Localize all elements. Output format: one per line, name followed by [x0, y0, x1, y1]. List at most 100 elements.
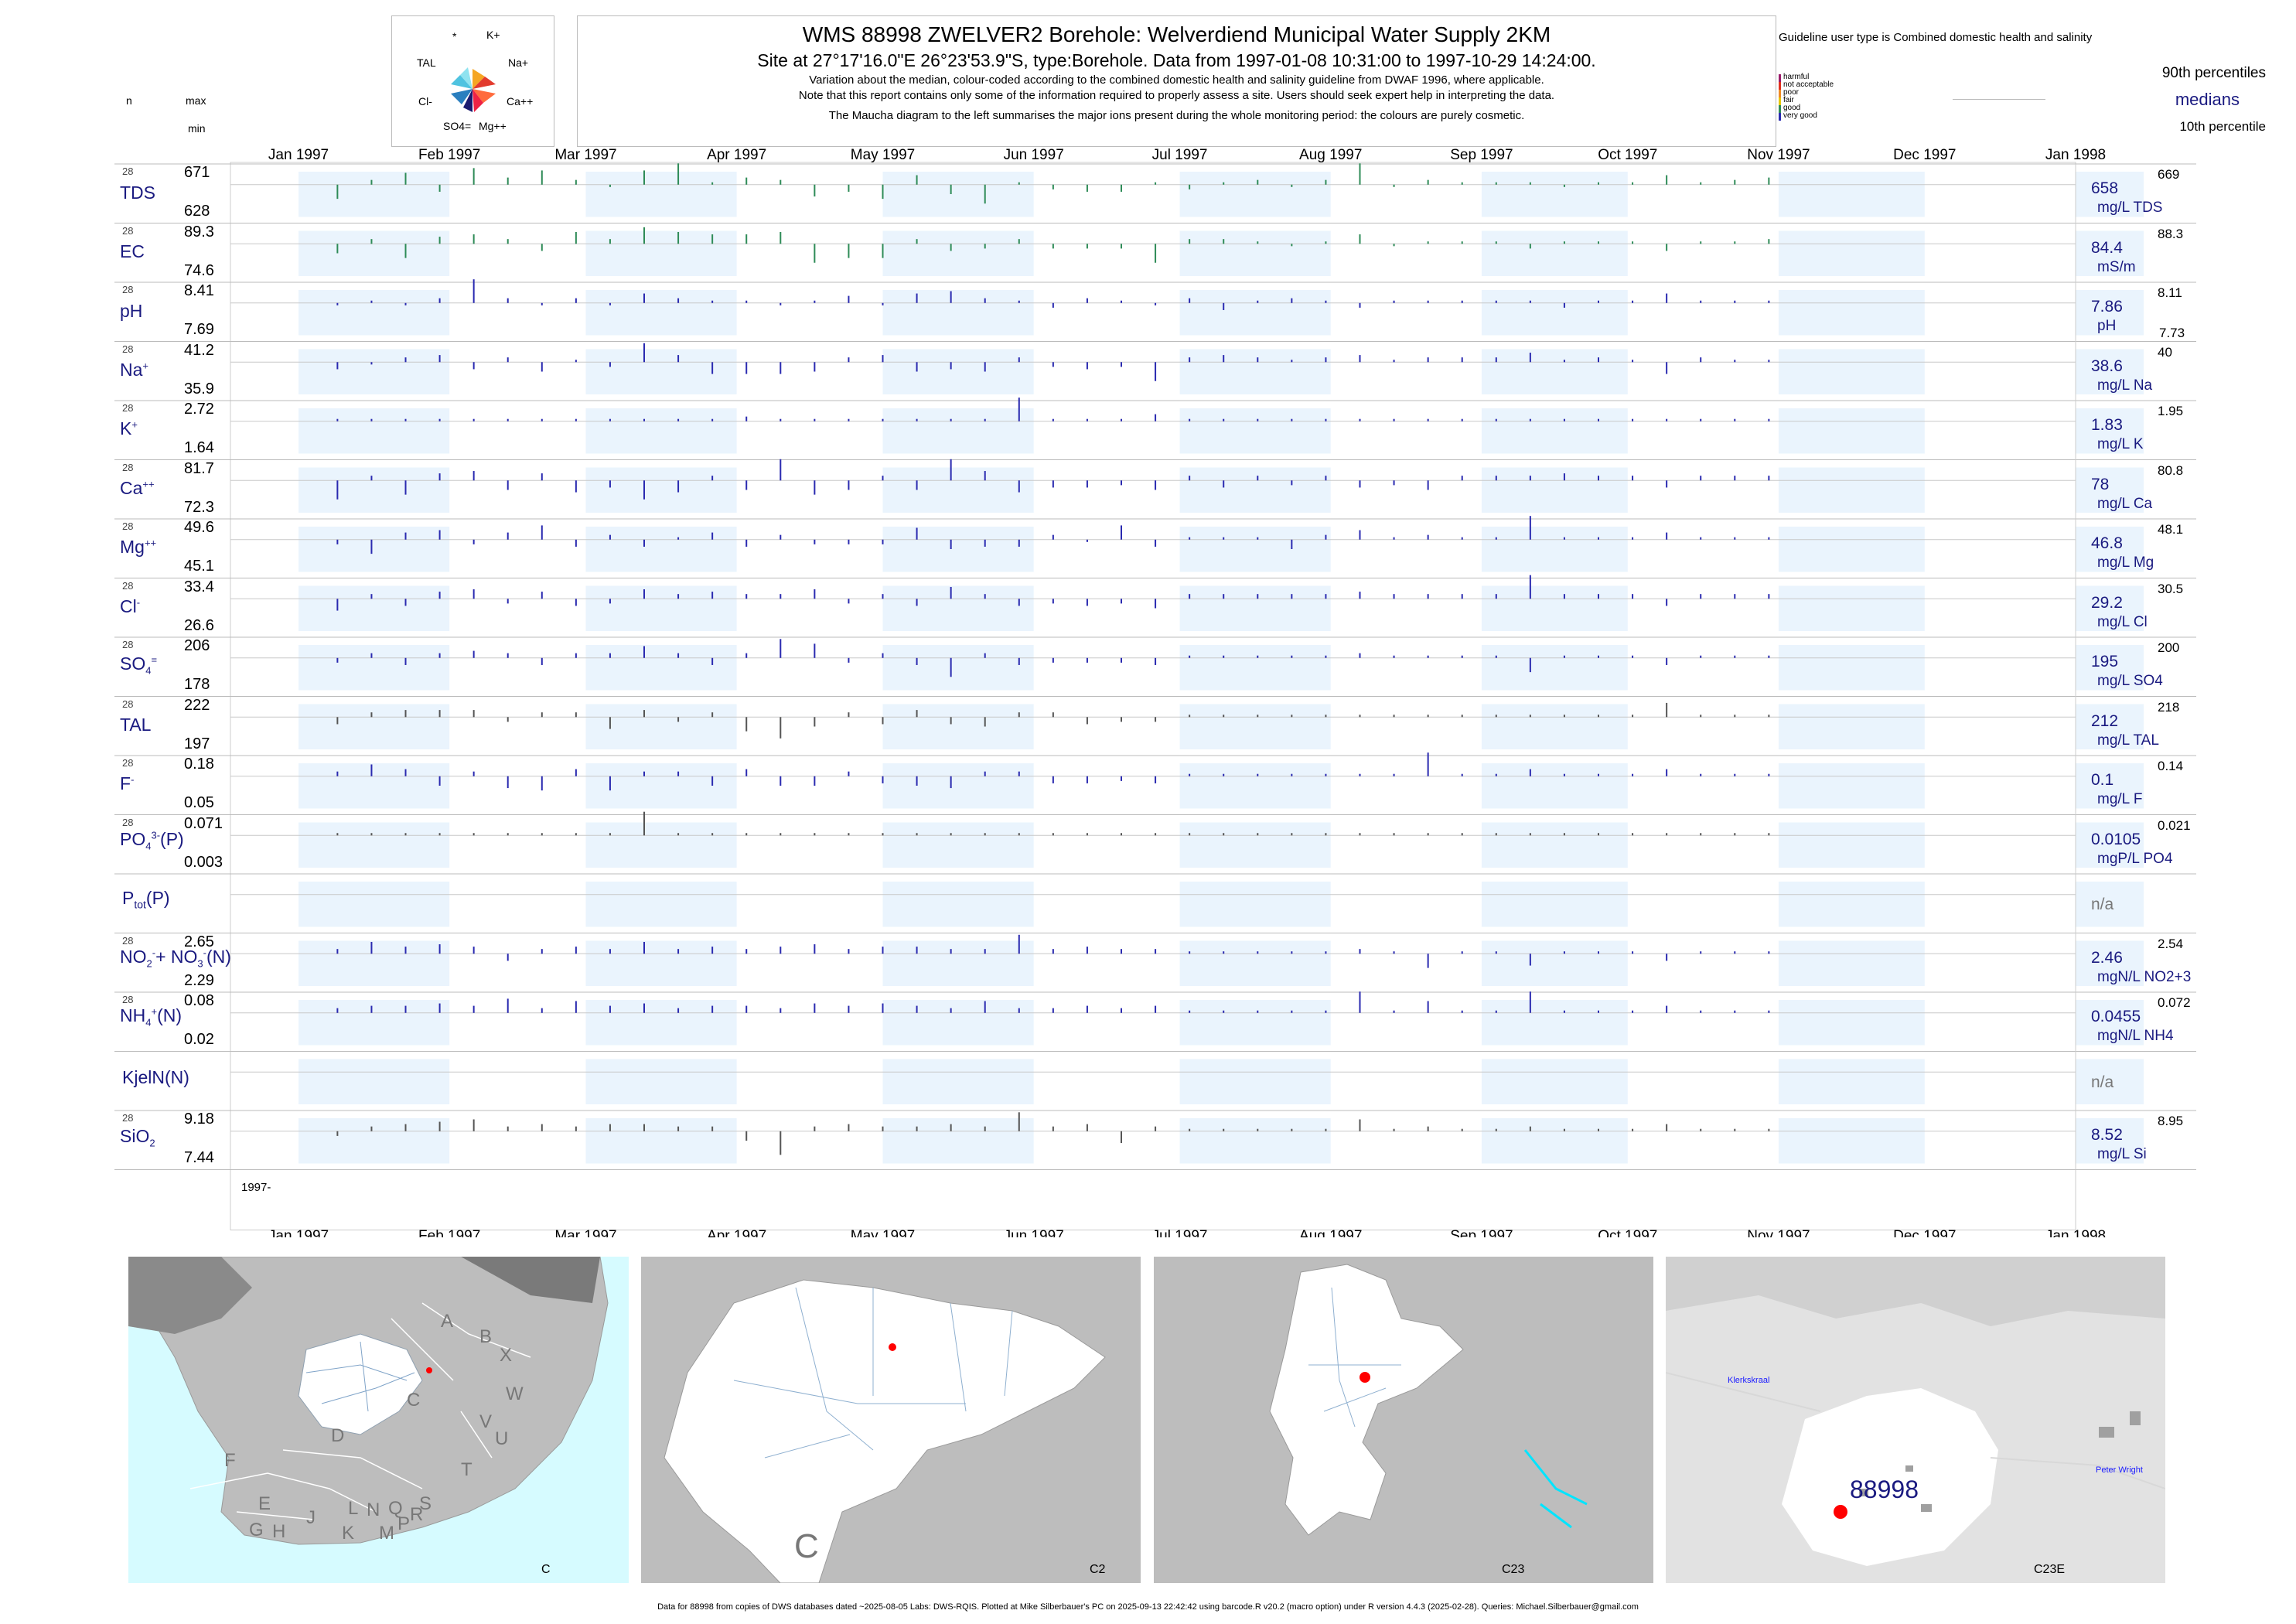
- month-shade: [2076, 1059, 2144, 1104]
- month-shade: [585, 172, 737, 217]
- row-median: 0.0105: [2091, 830, 2141, 848]
- maucha-sector-cl: [451, 89, 473, 104]
- month-shade: [299, 349, 450, 394]
- drainage-region-letter: A: [441, 1311, 454, 1332]
- month-shade: [1481, 1059, 1628, 1104]
- month-shade: [1481, 704, 1628, 749]
- maucha-label-star: *: [452, 30, 457, 43]
- month-shade: [299, 1000, 450, 1046]
- row-label-so4: SO4=: [120, 653, 158, 677]
- month-shade: [2076, 1118, 2144, 1164]
- month-shade: [1778, 1000, 1925, 1046]
- row-unit: mg/L Mg: [2097, 554, 2154, 571]
- guideline-category-label: very good: [1783, 111, 1817, 120]
- month-label-bottom: May 1997: [851, 1228, 915, 1237]
- map-c23e-site-label: 88998: [1850, 1476, 1919, 1503]
- drainage-region-letter: D: [331, 1425, 345, 1446]
- row-max: 33.4: [184, 578, 214, 595]
- month-shade: [1179, 645, 1331, 691]
- month-shade: [299, 467, 450, 513]
- row-label-k: K+: [120, 418, 138, 438]
- month-shade: [299, 172, 450, 217]
- row-min: 197: [184, 735, 210, 752]
- month-shade: [1481, 763, 1628, 809]
- month-label-top: Apr 1997: [707, 147, 766, 163]
- page-subtitle: Site at 27°17'16.0"E 26°23'53.9"S, type:…: [757, 50, 1596, 70]
- month-shade: [585, 1118, 737, 1164]
- month-shade: [1481, 349, 1628, 394]
- row-label-ec: EC: [120, 241, 145, 261]
- month-shade: [1778, 230, 1925, 276]
- row-min: 0.05: [184, 794, 214, 811]
- month-label-top: Dec 1997: [1893, 147, 1956, 163]
- guideline-category-label: good: [1783, 104, 1801, 112]
- month-shade: [1778, 645, 1925, 691]
- month-shade: [1778, 527, 1925, 572]
- row-p90: 8.95: [2158, 1114, 2184, 1128]
- row-p90: 0.14: [2158, 759, 2184, 773]
- month-shade: [299, 408, 450, 454]
- month-shade: [1778, 822, 1925, 868]
- row-min: 0.003: [184, 853, 223, 871]
- row-unit: mgN/L NO2+3: [2097, 968, 2192, 985]
- row-median: 8.52: [2091, 1126, 2123, 1144]
- month-shade: [2076, 408, 2144, 454]
- drainage-region-letter: H: [272, 1521, 286, 1542]
- month-label-bottom: Aug 1997: [1299, 1228, 1362, 1237]
- month-label-bottom: Jun 1997: [1004, 1228, 1064, 1237]
- row-label-na: Na+: [120, 360, 148, 380]
- month-shade: [585, 527, 737, 572]
- note-line-3: The Maucha diagram to the left summarise…: [828, 109, 1525, 122]
- month-label-bottom: Sep 1997: [1450, 1228, 1513, 1237]
- map-c-label: C: [541, 1563, 551, 1576]
- month-label-bottom: Nov 1997: [1747, 1228, 1810, 1237]
- row-min: 178: [184, 676, 210, 693]
- month-shade: [1778, 467, 1925, 513]
- row-min: 7.69: [184, 321, 214, 338]
- month-shade: [1481, 940, 1628, 986]
- row-p90: 48.1: [2158, 522, 2184, 537]
- header-min: min: [188, 122, 206, 135]
- month-shade: [1481, 408, 1628, 454]
- month-shade: [585, 585, 737, 631]
- site-marker-c: [426, 1367, 432, 1373]
- drainage-region-letter: S: [419, 1493, 432, 1514]
- row-label-kjeln: KjelN(N): [122, 1067, 189, 1087]
- title-box: WMS 88998 ZWELVER2 Borehole: Welverdiend…: [577, 15, 1776, 147]
- row-min: 35.9: [184, 380, 214, 397]
- month-shade: [882, 527, 1034, 572]
- drainage-region-letter: G: [249, 1520, 264, 1540]
- row-n: 28: [122, 520, 134, 532]
- month-shade: [1179, 290, 1331, 336]
- drainage-region-letter: W: [506, 1383, 524, 1404]
- guideline-swatch-1: [1779, 82, 1781, 90]
- row-p90: 669: [2158, 167, 2180, 182]
- drainage-region-letter: V: [479, 1411, 493, 1432]
- maucha-label-mg: Mg++: [479, 120, 507, 132]
- guideline-category-label: harmful: [1783, 73, 1810, 81]
- row-n: 28: [122, 224, 134, 237]
- month-shade: [1179, 940, 1331, 986]
- site-marker-c2: [889, 1343, 896, 1351]
- row-unit: mg/L TDS: [2097, 200, 2163, 216]
- month-shade: [1179, 172, 1331, 217]
- map-c2-label: C2: [1090, 1563, 1106, 1576]
- row-min: 45.1: [184, 558, 214, 575]
- row-median: 84.4: [2091, 238, 2123, 257]
- guideline-title: Guideline user type is Combined domestic…: [1779, 31, 2093, 44]
- row-max: 81.7: [184, 459, 214, 477]
- month-shade: [2076, 230, 2144, 276]
- month-shade: [1778, 704, 1925, 749]
- row-p90: 8.11: [2158, 285, 2182, 300]
- month-shade: [1179, 1000, 1331, 1046]
- site-marker-c23: [1360, 1372, 1370, 1383]
- row-max: 41.2: [184, 341, 214, 359]
- row-n: 28: [122, 402, 134, 414]
- maucha-sector-ca: [473, 89, 496, 103]
- header-max: max: [186, 94, 206, 107]
- month-label-bottom: Oct 1997: [1598, 1228, 1657, 1237]
- month-label-bottom: Dec 1997: [1893, 1228, 1956, 1237]
- month-shade: [882, 230, 1034, 276]
- drainage-region-letter: U: [495, 1428, 509, 1449]
